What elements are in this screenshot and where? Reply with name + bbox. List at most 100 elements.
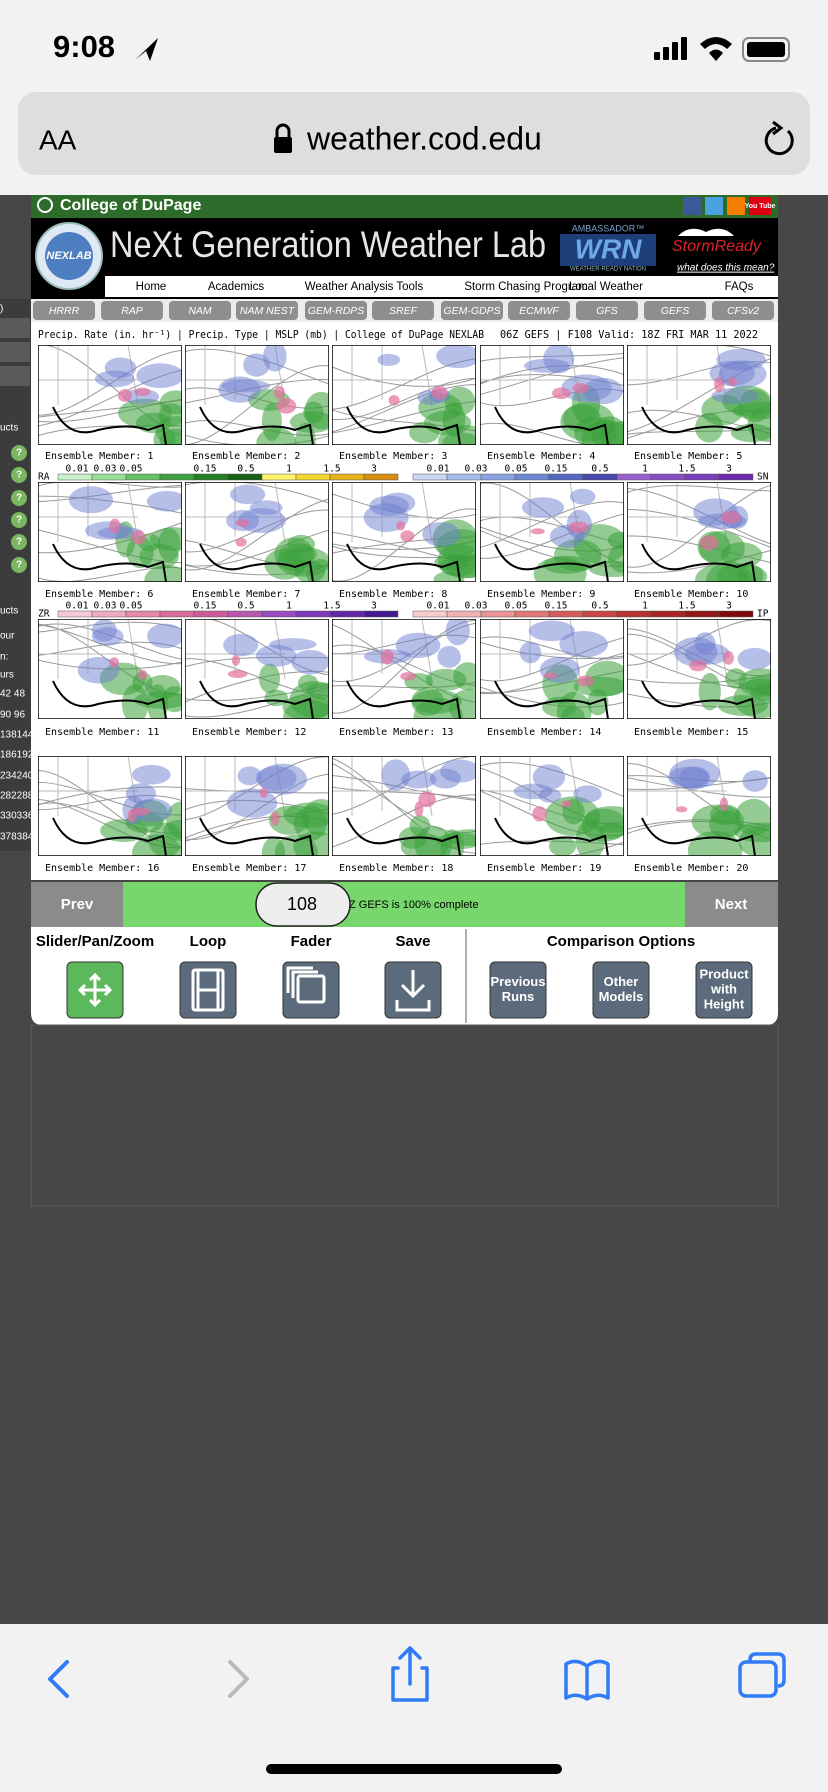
model-tab[interactable] [712,301,774,320]
snow-area [230,484,266,505]
ensemble-map[interactable] [475,756,639,861]
address-bar[interactable] [18,92,810,175]
help-button[interactable] [11,512,27,528]
reload-icon[interactable] [764,126,794,156]
tabs-button[interactable] [738,1660,778,1698]
model-tab[interactable] [33,301,95,320]
next-button[interactable] [685,882,778,927]
legend-swatch [261,473,297,481]
back-button[interactable] [48,1660,69,1698]
tool-button[interactable] [282,961,340,1019]
nav-link[interactable]: Weather Analysis Tools [305,281,424,293]
help-button[interactable] [11,490,27,506]
snow-area [125,783,157,804]
nav-link[interactable]: Academics [208,281,264,293]
ensemble-map[interactable] [475,619,629,731]
rain-area [560,402,615,442]
ensemble-map[interactable] [180,481,334,588]
member-label: Ensemble Member: 9 [487,589,595,600]
model-tab[interactable] [169,301,231,320]
model-tab[interactable] [305,301,367,320]
ensemble-map[interactable] [180,341,338,460]
help-button[interactable] [11,445,27,461]
nav-link[interactable]: Local Weather [569,281,643,293]
model-tab[interactable] [644,301,706,320]
ensemble-map[interactable] [622,619,796,719]
load-status: Z GEFS is 100% complete [349,899,479,911]
isobar [185,482,329,504]
snow-area [249,500,283,515]
ensemble-map[interactable] [327,756,497,867]
model-tab[interactable] [372,301,434,320]
frame-slider[interactable] [255,882,351,927]
legend-swatch [57,610,93,618]
youtube-icon[interactable] [749,197,771,215]
coastline [199,543,314,582]
isobar [185,529,329,567]
forward-button[interactable] [228,1660,249,1698]
ensemble-map[interactable] [33,619,188,724]
legend-swatch [548,473,584,481]
ensemble-map[interactable] [475,344,643,460]
model-tab[interactable] [101,301,163,320]
url[interactable]: weather.cod.edu [306,120,542,156]
snow-area [436,345,476,369]
comparison-button[interactable] [695,961,753,1019]
snow-area [711,387,759,404]
ensemble-map[interactable] [327,616,492,737]
mix-area [719,797,729,811]
ensemble-map[interactable] [475,482,638,591]
model-tab[interactable] [576,301,638,320]
help-button[interactable] [11,467,27,483]
tool-label: Loop [190,933,227,950]
ensemble-map[interactable] [180,756,340,872]
college-name[interactable]: College of DuPage [60,197,201,214]
facebook-icon[interactable] [683,197,701,215]
mix-area [271,811,280,827]
twitter-icon[interactable] [705,197,723,215]
legend-tick: 0.01 [427,464,450,475]
nav-link[interactable]: FAQs [725,281,754,293]
legend-swatch [295,610,331,618]
ensemble-map[interactable] [327,344,491,457]
ensemble-map[interactable] [622,756,785,870]
mix-area [400,530,415,542]
model-tab[interactable] [236,301,298,320]
bookmarks-button[interactable] [564,1659,610,1701]
nav-link[interactable]: Home [136,281,167,293]
prev-button[interactable] [31,882,123,927]
comparison-button[interactable] [489,961,547,1019]
stormready-link[interactable]: what does this mean? [677,263,775,274]
share-button[interactable] [391,1646,429,1702]
isobar [38,482,182,488]
signal-icon [654,37,687,60]
nav-link[interactable]: Storm Chasing Program [464,281,587,293]
ensemble-map[interactable] [33,481,197,595]
mix-area [235,537,247,547]
help-label: ? [16,448,22,459]
legend-tick: 0.5 [237,601,254,612]
legend-tick: 0.05 [505,601,528,612]
legend-swatch [193,610,229,618]
rain-area [159,390,182,415]
rain-area [735,798,771,836]
ensemble-map[interactable] [327,482,495,588]
help-button[interactable] [11,534,27,550]
rain-area [135,412,172,434]
model-tab[interactable] [441,301,503,320]
ensemble-map[interactable] [180,617,340,735]
help-button[interactable] [11,557,27,573]
member-label: Ensemble Member: 11 [45,727,159,738]
model-tab[interactable] [508,301,570,320]
ensemble-map[interactable] [33,756,197,872]
text-size-button[interactable]: AA [39,124,77,155]
rain-area [448,688,476,719]
ensemble-map[interactable] [622,482,776,600]
model-tab-label: GEM-RDPS [308,305,365,317]
blogger-icon[interactable] [727,197,745,215]
sidebar-item: 138144 [0,730,34,741]
snow-area [437,645,461,668]
comparison-button[interactable] [592,961,650,1019]
ensemble-map[interactable] [33,344,199,452]
ensemble-map[interactable] [622,342,789,445]
